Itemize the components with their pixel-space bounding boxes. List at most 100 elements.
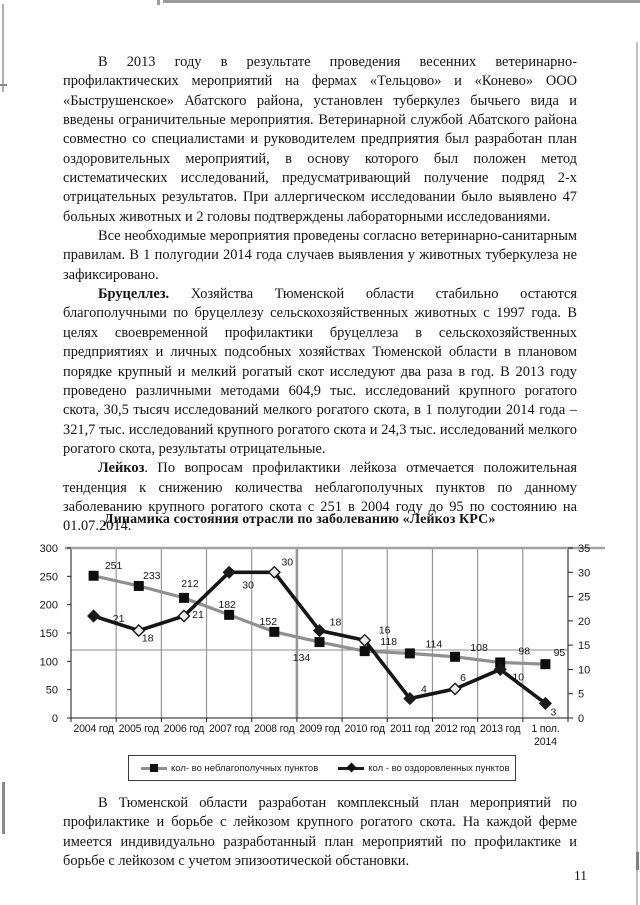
paragraph-measures: Все необходимые мероприятия проведены со… bbox=[63, 227, 577, 285]
right-axis-tick-label: 0 bbox=[578, 713, 584, 725]
data-point-label-recovered: 4 bbox=[421, 684, 427, 696]
data-point-label-unfavorable: 182 bbox=[218, 599, 236, 611]
right-axis-tick-label: 30 bbox=[578, 567, 590, 579]
scan-artifact-left-line-lower bbox=[2, 782, 5, 834]
data-point-label-recovered: 3 bbox=[550, 706, 556, 718]
data-point-label-unfavorable: 251 bbox=[105, 560, 123, 572]
legend-item-recovered: кол - во оздоровленных пунктов bbox=[338, 762, 510, 774]
right-axis-tick-label: 5 bbox=[578, 689, 584, 701]
x-axis-label: 2005 год bbox=[119, 723, 159, 735]
legend-item-unfavorable: кол- во неблагополучных пунктов bbox=[141, 763, 318, 774]
scan-artifact-left-tick bbox=[0, 84, 7, 86]
data-point-label-recovered: 18 bbox=[330, 617, 342, 629]
paragraph-text: Хозяйства Тюменской области стабильно ос… bbox=[63, 286, 577, 457]
paragraph-text: Все необходимые мероприятия проведены со… bbox=[63, 228, 577, 283]
data-point-diamond bbox=[87, 609, 101, 623]
paragraph-text: В 2013 году в результате проведения весе… bbox=[63, 54, 577, 225]
data-point-label-unfavorable: 118 bbox=[380, 636, 397, 648]
data-point-diamond bbox=[538, 696, 552, 711]
data-point-label-recovered: 10 bbox=[512, 671, 524, 683]
data-point-square bbox=[450, 651, 461, 662]
right-axis-tick-label: 10 bbox=[578, 664, 590, 676]
paragraph-text: В Тюменской области разработан комплексн… bbox=[63, 795, 577, 870]
data-point-diamond bbox=[177, 609, 191, 623]
data-point-label-unfavorable: 212 bbox=[181, 578, 199, 590]
scan-artifact-top-notch bbox=[157, 0, 160, 5]
paragraph-brucellosis: Бруцеллез. Хозяйства Тюменской области с… bbox=[63, 285, 577, 459]
legend-label: кол - во оздоровленных пунктов bbox=[368, 762, 510, 774]
scan-artifact-right-dash bbox=[635, 852, 639, 870]
data-point-square bbox=[88, 570, 99, 581]
data-point-diamond bbox=[312, 623, 327, 638]
x-axis-label: 2010 год bbox=[344, 723, 384, 735]
x-axis-label: 2006 год bbox=[164, 723, 204, 735]
paragraph-leukosis: Лейкоз. По вопросам профилактики лейкоза… bbox=[63, 459, 577, 536]
x-axis-label: 2011 год bbox=[390, 723, 430, 735]
paragraph-lead: Лейкоз bbox=[98, 460, 145, 477]
x-axis-label: 2013 год bbox=[480, 723, 520, 735]
data-point-square bbox=[540, 659, 551, 670]
data-point-square bbox=[269, 626, 280, 637]
data-point-diamond bbox=[403, 691, 417, 706]
paragraph-plan: В Тюменской области разработан комплексн… bbox=[63, 794, 577, 871]
legend-label: кол- во неблагополучных пунктов bbox=[171, 762, 319, 774]
diamond-series-marker-icon bbox=[338, 762, 365, 773]
page-number: 11 bbox=[574, 868, 587, 883]
scan-artifact-top-line bbox=[163, 0, 640, 3]
data-point-label-unfavorable: 108 bbox=[470, 642, 488, 654]
x-axis-label: 2008 год bbox=[254, 723, 294, 735]
data-point-square bbox=[224, 609, 235, 620]
data-point-square bbox=[314, 637, 325, 648]
data-point-label-unfavorable: 233 bbox=[143, 570, 161, 582]
data-point-square bbox=[359, 646, 370, 657]
x-axis-label: 2007 год bbox=[209, 723, 249, 735]
data-point-label-unfavorable: 98 bbox=[518, 645, 530, 657]
data-point-label-recovered: 30 bbox=[281, 556, 293, 568]
data-point-diamond bbox=[448, 682, 462, 696]
data-point-label-unfavorable: 134 bbox=[293, 652, 311, 664]
data-point-label-unfavorable: 95 bbox=[554, 647, 566, 659]
x-axis-label: 1 пол. bbox=[531, 723, 559, 735]
right-axis-tick-label: 35 bbox=[578, 543, 590, 555]
data-point-diamond bbox=[493, 662, 507, 677]
data-point-diamond bbox=[358, 633, 372, 647]
paragraph-text: . По вопросам профилактики лейкоза отмеч… bbox=[63, 460, 577, 535]
data-point-label-unfavorable: 152 bbox=[260, 616, 278, 628]
left-axis-tick-label: 0 bbox=[52, 713, 58, 725]
data-point-diamond bbox=[267, 565, 281, 579]
data-point-label-recovered: 21 bbox=[113, 613, 125, 625]
chart-title: Динамика состояния отрасли по заболевани… bbox=[104, 512, 496, 527]
data-point-label-recovered: 18 bbox=[142, 633, 154, 645]
body-text-lower: В Тюменской области разработан комплексн… bbox=[63, 794, 577, 871]
chart-legend: кол- во неблагополучных пунктов кол - во… bbox=[128, 755, 516, 781]
data-point-diamond bbox=[222, 565, 236, 579]
paragraph-lead: Бруцеллез. bbox=[98, 286, 170, 303]
data-point-label-recovered: 16 bbox=[379, 624, 391, 636]
x-axis-label: 2014 bbox=[534, 736, 557, 748]
x-axis-label: 2004 год bbox=[73, 723, 113, 735]
right-axis-tick-label: 20 bbox=[578, 616, 590, 628]
data-point-label-recovered: 30 bbox=[242, 579, 254, 591]
leukosis-dynamics-chart: 0 50 100 150 200 250 300 0 5 10 15 20 25 30 35 2004 год… bbox=[40, 543, 605, 748]
square-series-marker-icon bbox=[141, 763, 167, 772]
left-axis-tick-label: 300 bbox=[40, 543, 58, 555]
x-axis-label: 2009 год bbox=[299, 723, 339, 735]
scan-artifact-right-line bbox=[636, 42, 638, 905]
left-axis-tick-label: 200 bbox=[40, 600, 58, 612]
body-text-upper: В 2013 году в результате проведения весе… bbox=[63, 53, 577, 537]
data-point-square bbox=[133, 580, 144, 591]
data-point-label-recovered: 6 bbox=[460, 672, 466, 684]
data-point-diamond bbox=[132, 623, 146, 638]
data-point-square bbox=[495, 657, 506, 668]
scan-artifact-left-line-upper bbox=[2, 4, 4, 92]
paragraph-tuberculosis: В 2013 году в результате проведения весе… bbox=[63, 53, 577, 227]
data-point-label-recovered: 21 bbox=[192, 609, 204, 621]
left-axis-tick-label: 50 bbox=[46, 685, 58, 697]
left-axis-tick-label: 100 bbox=[40, 656, 58, 668]
right-axis-tick-label: 15 bbox=[578, 640, 590, 652]
left-axis-tick-label: 250 bbox=[40, 571, 58, 583]
x-axis-label: 2012 год bbox=[435, 723, 475, 735]
left-axis-tick-label: 150 bbox=[40, 628, 58, 640]
right-axis-tick-label: 25 bbox=[578, 592, 590, 604]
